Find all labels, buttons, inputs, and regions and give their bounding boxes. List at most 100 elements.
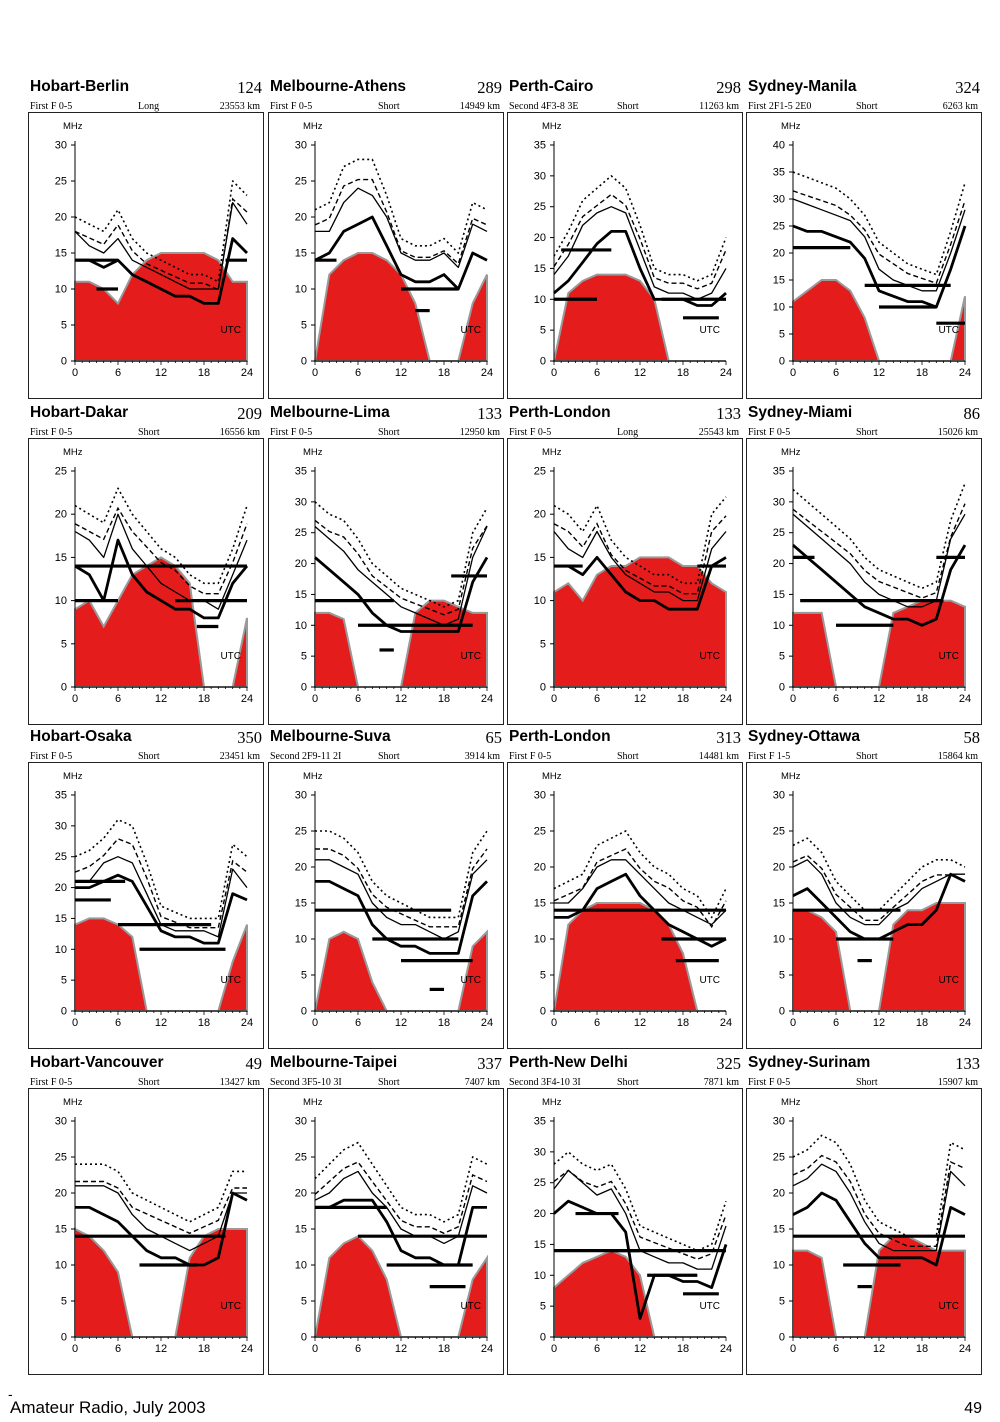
chart-svg: MHz 0 5 10 15 20 25 30 0 6 12 18 24 UTC [295, 1097, 493, 1355]
x-tick-label: 0 [551, 693, 557, 705]
x-axis-label: UTC [220, 1301, 241, 1312]
y-axis-label: MHz [781, 1097, 801, 1108]
x-tick-label: 12 [395, 693, 407, 705]
chart-subtitle: First F 0-5 Short 16556 km [30, 427, 260, 439]
x-tick-label: 0 [312, 1343, 318, 1355]
chart-panel: Sydney-Miami 86 First F 0-5 Short 15026 km MH… [746, 404, 982, 726]
chart-title: Melbourne-Suva [270, 728, 391, 745]
chart-distance: 11263 km [699, 101, 739, 112]
x-tick-label: 0 [551, 367, 557, 379]
y-tick-label: 35 [773, 167, 785, 179]
chart-svg: MHz 0 5 10 15 20 25 30 35 40 0 6 12 18 24 UTC [773, 121, 971, 379]
x-axis-label: UTC [938, 975, 959, 986]
y-tick-label: 0 [540, 1006, 546, 1018]
chart-number: 325 [716, 1054, 741, 1073]
chart-mode: First F 1-5 [748, 751, 791, 762]
series-line-upper [553, 496, 727, 585]
y-tick-label: 0 [61, 682, 67, 694]
chart-subtitle: First F 0-5 Short 15026 km [748, 427, 978, 439]
y-tick-label: 25 [773, 527, 785, 539]
series-line-upper-decile [553, 515, 727, 595]
chart-number: 350 [237, 728, 262, 747]
x-tick-label: 12 [873, 1017, 885, 1029]
y-tick-label: 25 [773, 221, 785, 233]
y-tick-label: 0 [301, 682, 307, 694]
series-line-lower [554, 872, 727, 948]
x-axis-label: UTC [220, 651, 241, 662]
x-tick-label: 24 [959, 1017, 971, 1029]
series-line-lower [792, 544, 967, 627]
x-tick-label: 0 [551, 1017, 557, 1029]
series-line-lower [315, 880, 488, 955]
chart-svg: MHz 0 5 10 15 20 25 0 6 12 18 24 UTC [55, 447, 253, 705]
y-tick-label: 25 [55, 1152, 67, 1164]
chart-header: Perth-Cairo 298 [509, 78, 741, 98]
chart-mode: First F 0-5 [270, 427, 313, 438]
y-tick-label: 25 [773, 1152, 785, 1164]
chart-number: 124 [237, 78, 262, 97]
chart-svg: MHz 0 5 10 15 20 25 30 0 6 12 18 24 UTC [55, 121, 253, 379]
y-tick-label: 20 [534, 232, 546, 244]
chart-subtitle: Second 3F5-10 3I Short 7407 km [270, 1077, 500, 1089]
series-line-upper [314, 1141, 488, 1223]
x-tick-label: 18 [677, 693, 689, 705]
y-tick-label: 20 [295, 212, 307, 224]
x-tick-label: 18 [916, 693, 928, 705]
chart-plot: MHz 0 5 10 15 20 25 30 0 6 12 18 24 UTC [28, 1088, 264, 1375]
y-tick-label: 20 [55, 882, 67, 894]
chart-mode: First F 0-5 [30, 751, 73, 762]
y-tick-label: 25 [55, 176, 67, 188]
chart-path: Short [856, 101, 878, 112]
x-tick-label: 6 [115, 367, 121, 379]
chart-title: Perth-Cairo [509, 78, 594, 95]
y-tick-label: 5 [301, 651, 307, 663]
y-axis-label: MHz [781, 447, 801, 458]
x-tick-label: 18 [438, 1343, 450, 1355]
y-tick-label: 20 [295, 558, 307, 570]
y-axis-label: MHz [63, 121, 83, 132]
y-tick-label: 0 [779, 682, 785, 694]
chart-plot: MHz 0 5 10 15 20 25 30 0 6 12 18 24 UTC [507, 762, 743, 1049]
y-tick-label: 20 [773, 558, 785, 570]
x-tick-label: 6 [594, 1017, 600, 1029]
chart-svg: MHz 0 5 10 15 20 25 0 6 12 18 24 UTC [534, 447, 732, 705]
x-tick-label: 18 [198, 1017, 210, 1029]
series-line-lower [75, 237, 248, 305]
x-tick-label: 18 [677, 1343, 689, 1355]
series-line-lower [74, 538, 249, 620]
y-axis-label: MHz [303, 1097, 323, 1108]
x-tick-label: 12 [634, 367, 646, 379]
series-line-lower [554, 556, 727, 611]
x-tick-label: 6 [594, 367, 600, 379]
y-tick-label: 30 [773, 496, 785, 508]
y-tick-label: 30 [773, 790, 785, 802]
series-line-median [74, 201, 248, 290]
x-axis-label: UTC [699, 325, 720, 336]
chart-header: Perth-London 313 [509, 728, 741, 748]
chart-header: Hobart-Vancouver 49 [30, 1054, 262, 1074]
chart-number: 133 [955, 1054, 980, 1073]
y-axis-label: MHz [63, 771, 83, 782]
x-tick-label: 6 [833, 1017, 839, 1029]
usable-area-fill [313, 252, 488, 362]
chart-svg: MHz 0 5 10 15 20 25 30 35 0 6 12 18 24 UTC [295, 447, 493, 705]
y-tick-label: 30 [773, 194, 785, 206]
x-tick-label: 24 [241, 1017, 253, 1029]
chart-header: Hobart-Berlin 124 [30, 78, 262, 98]
chart-path: Short [378, 751, 400, 762]
chart-distance: 6263 km [942, 101, 978, 112]
series-line-lower [792, 224, 967, 309]
series-line-upper [792, 483, 966, 590]
chart-panel: Hobart-Berlin 124 First F 0-5 Long 23553 km M… [28, 78, 264, 400]
y-tick-label: 25 [534, 466, 546, 478]
chart-panel: Hobart-Osaka 350 First F 0-5 Short 23451 km M… [28, 728, 264, 1050]
y-axis-label: MHz [542, 1097, 562, 1108]
chart-subtitle: Second 2F9-11 2I Short 3914 km [270, 751, 500, 763]
x-tick-label: 24 [959, 367, 971, 379]
usable-area-fill [792, 902, 966, 1012]
chart-mode: Second 4F3-8 3E [509, 101, 579, 112]
chart-path: Long [617, 427, 639, 438]
y-tick-label: 0 [540, 682, 546, 694]
series-line-median [75, 1185, 247, 1252]
y-tick-label: 35 [534, 140, 546, 152]
